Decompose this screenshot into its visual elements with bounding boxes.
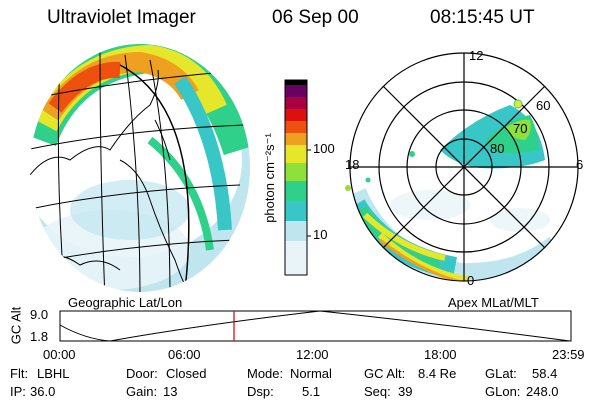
- alt-ytick-low: 1.8: [30, 329, 49, 344]
- dsp-value: 5.1: [302, 384, 321, 399]
- glon-label: GLon:: [485, 384, 521, 399]
- instrument-title: Ultraviolet Imager: [47, 7, 196, 28]
- mlat-label-60: 60: [536, 98, 551, 113]
- gcalt-value: 8.4 Re: [418, 366, 457, 381]
- ip-value: 36.0: [30, 384, 56, 399]
- mode-value: Normal: [290, 366, 332, 381]
- door-label: Door:: [126, 366, 158, 381]
- alt-ytick-high: 9.0: [30, 307, 49, 322]
- colorbar-tick-100: 100: [313, 141, 335, 156]
- time-label: 08:15:45 UT: [430, 7, 535, 28]
- mlat-label-80: 80: [490, 141, 505, 156]
- geo-caption: Geographic Lat/Lon: [68, 295, 183, 310]
- mlat-label-70: 70: [513, 121, 528, 136]
- mlt-label-18: 18: [345, 157, 360, 172]
- dsp-label: Dsp:: [247, 384, 274, 399]
- alt-xtick-1200: 12:00: [296, 347, 329, 362]
- glon-value: 248.0: [526, 384, 559, 399]
- mode-label: Mode:: [247, 366, 284, 381]
- mlt-label-12: 12: [469, 48, 484, 63]
- mlt-label-6: 6: [576, 157, 584, 172]
- glat-value: 58.4: [532, 366, 558, 381]
- gain-label: Gain:: [126, 384, 158, 399]
- alt-xtick-0000: 00:00: [43, 347, 76, 362]
- altitude-plot: [59, 310, 572, 342]
- flt-label: Flt:: [10, 366, 29, 381]
- ip-label: IP:: [10, 384, 26, 399]
- alt-ylabel: GC Alt: [8, 306, 24, 345]
- colorbar-tick-10: 10: [313, 227, 328, 242]
- colorbar: [284, 79, 311, 276]
- polar-caption: Apex MLat/MLT: [448, 295, 539, 310]
- alt-xtick-0600: 06:00: [168, 347, 201, 362]
- geo-auroral-image: [30, 44, 250, 292]
- gcalt-label: GC Alt:: [364, 366, 406, 381]
- alt-xtick-2359: 23:59: [552, 347, 585, 362]
- flt-value: LBHL: [37, 366, 70, 381]
- gain-value: 13: [163, 384, 178, 399]
- alt-xtick-1800: 18:00: [424, 347, 457, 362]
- seq-value: 39: [398, 384, 413, 399]
- mlt-label-0: 0: [467, 273, 475, 288]
- seq-label: Seq:: [364, 384, 391, 399]
- colorbar-label: photon cm⁻²s⁻¹: [262, 133, 277, 223]
- date-label: 06 Sep 00: [272, 7, 359, 28]
- glat-label: GLat:: [485, 366, 517, 381]
- door-value: Closed: [166, 366, 207, 381]
- polar-plot: [345, 52, 579, 282]
